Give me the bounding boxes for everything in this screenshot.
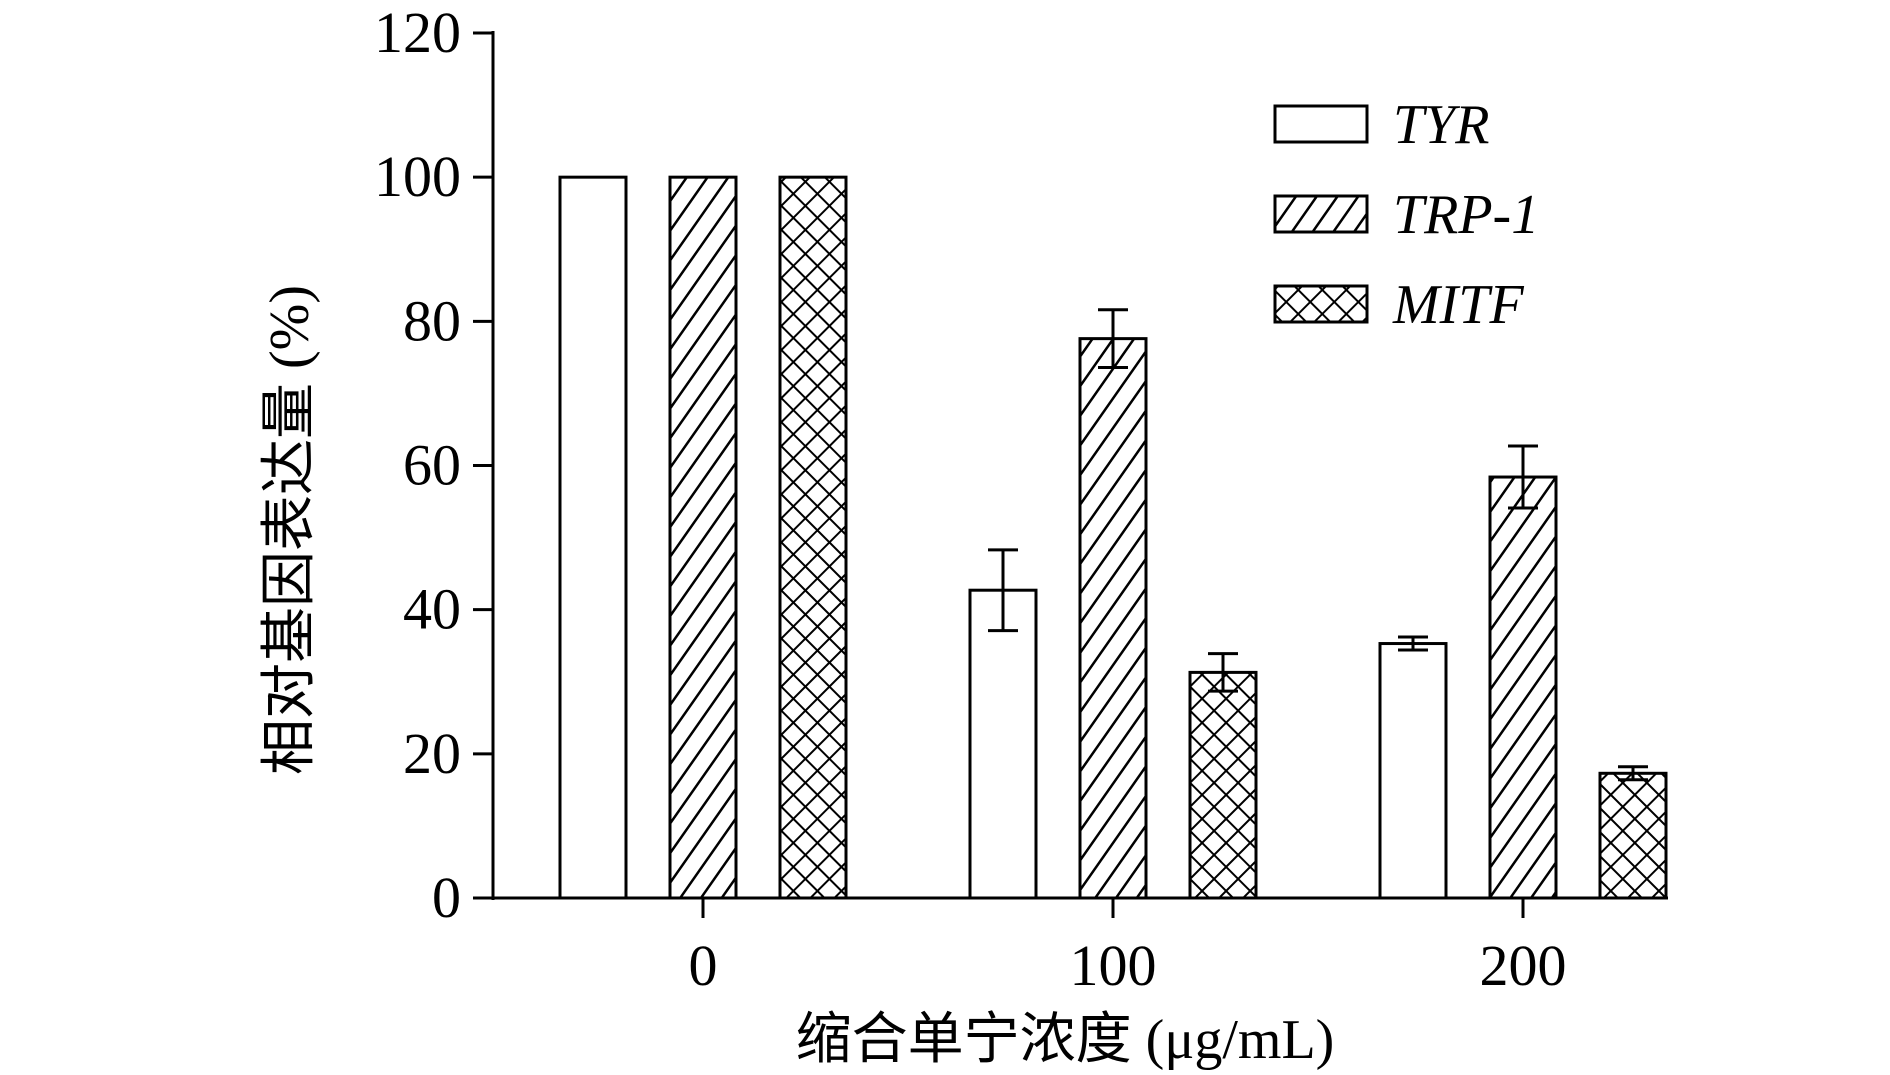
bars-layer (558, 175, 1668, 900)
legend-swatch-trp-1 (1273, 194, 1369, 234)
bar-mitf-0 (778, 175, 848, 900)
bar-trp-1-0 (668, 175, 738, 900)
legend-label-trp-1: TRP-1 (1393, 184, 1539, 246)
legend-item-mitf: MITF (1273, 274, 1524, 336)
x-tick-label-200: 200 (1480, 933, 1567, 998)
y-tick-label-40: 40 (403, 577, 461, 642)
error-bars-layer (988, 308, 1648, 782)
bar-tyr-100 (968, 588, 1038, 900)
y-tick-label-100: 100 (374, 144, 461, 209)
y-tick-label-20: 20 (403, 721, 461, 786)
legend-item-tyr: TYR (1273, 94, 1490, 156)
error-bar-tyr-100 (988, 548, 1018, 633)
x-tick-label-100: 100 (1070, 933, 1157, 998)
legend-swatch-tyr (1273, 104, 1369, 144)
error-bar-trp-1-100 (1098, 308, 1128, 369)
legend: TYR TRP-1 MITF (1273, 94, 1539, 336)
legend-item-trp-1: TRP-1 (1273, 184, 1539, 246)
bar-trp-1-200 (1488, 475, 1558, 900)
legend-label-tyr: TYR (1393, 94, 1490, 156)
x-tick-label-0: 0 (689, 933, 718, 998)
error-bar-tyr-200 (1398, 635, 1428, 652)
legend-swatch-mitf (1273, 284, 1369, 324)
bar-tyr-0 (558, 175, 628, 900)
y-tick-label-60: 60 (403, 433, 461, 498)
bar-tyr-200 (1378, 642, 1448, 900)
error-bar-mitf-200 (1618, 765, 1648, 782)
x-axis-title: 缩合单宁浓度 (μg/mL) (796, 1009, 1335, 1071)
bar-mitf-200 (1598, 771, 1668, 900)
y-tick-label-0: 0 (432, 865, 461, 930)
y-tick-label-80: 80 (403, 288, 461, 353)
error-bar-mitf-100 (1208, 652, 1238, 693)
error-bar-trp-1-200 (1508, 444, 1538, 510)
legend-label-mitf: MITF (1392, 274, 1524, 336)
y-axis-title: 相对基因表达量 (%) (259, 285, 321, 775)
bar-mitf-100 (1188, 670, 1258, 900)
bar-trp-1-100 (1078, 337, 1148, 900)
y-tick-label-120: 120 (374, 0, 461, 65)
axes-layer: 0 20 40 60 80 100 120 0 100 200 (374, 0, 1668, 998)
